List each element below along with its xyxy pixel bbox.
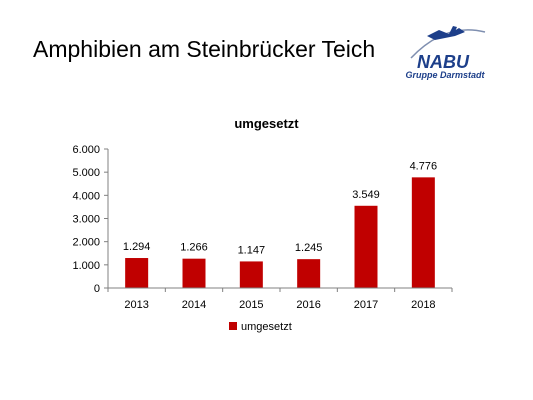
chart-title: umgesetzt	[234, 116, 299, 131]
logo-text: NABU	[417, 52, 470, 72]
bar-2013	[125, 258, 149, 288]
stork-icon	[410, 26, 486, 59]
y-tick-label: 4.000	[72, 190, 100, 202]
bar-2016	[297, 259, 321, 288]
y-tick-label: 6.000	[72, 144, 100, 156]
data-label-2015: 1.147	[238, 244, 266, 256]
y-tick-label: 2.000	[72, 237, 100, 249]
data-label-2016: 1.245	[295, 242, 323, 254]
legend-swatch	[229, 322, 237, 330]
x-tick-label-2013: 2013	[124, 299, 148, 311]
data-label-2018: 4.776	[410, 160, 438, 172]
logo-subtitle: Gruppe Darmstadt	[405, 70, 485, 80]
data-label-2017: 3.549	[352, 189, 380, 201]
nabu-logo: NABU	[410, 26, 486, 72]
legend: umgesetzt	[229, 321, 292, 333]
bar-2017	[354, 205, 378, 288]
x-tick-label-2014: 2014	[182, 299, 206, 311]
bars: 1.294 1.266 1.147 1.245 3.549 4.776	[123, 160, 437, 288]
x-tick-label-2015: 2015	[239, 299, 263, 311]
bar-2015	[239, 261, 263, 288]
slide-title: Amphibien am Steinbrücker Teich	[33, 36, 376, 62]
y-axis: 0 1.000 2.000 3.000 4.000 5.000 6.000	[72, 144, 109, 295]
legend-entry: umgesetzt	[241, 321, 292, 333]
y-tick-label: 5.000	[72, 167, 100, 179]
x-axis: 2013 2014 2015 2016 2017 2018	[107, 287, 453, 311]
y-tick-label: 1.000	[72, 260, 100, 272]
x-tick-label-2018: 2018	[411, 299, 435, 311]
bar-2018	[411, 177, 435, 288]
data-label-2013: 1.294	[123, 241, 151, 253]
data-label-2014: 1.266	[180, 242, 208, 254]
y-tick-label: 0	[94, 283, 100, 295]
y-tick-label: 3.000	[72, 214, 100, 226]
x-tick-label-2017: 2017	[354, 299, 378, 311]
x-tick-label-2016: 2016	[296, 299, 320, 311]
bar-2014	[182, 258, 206, 288]
